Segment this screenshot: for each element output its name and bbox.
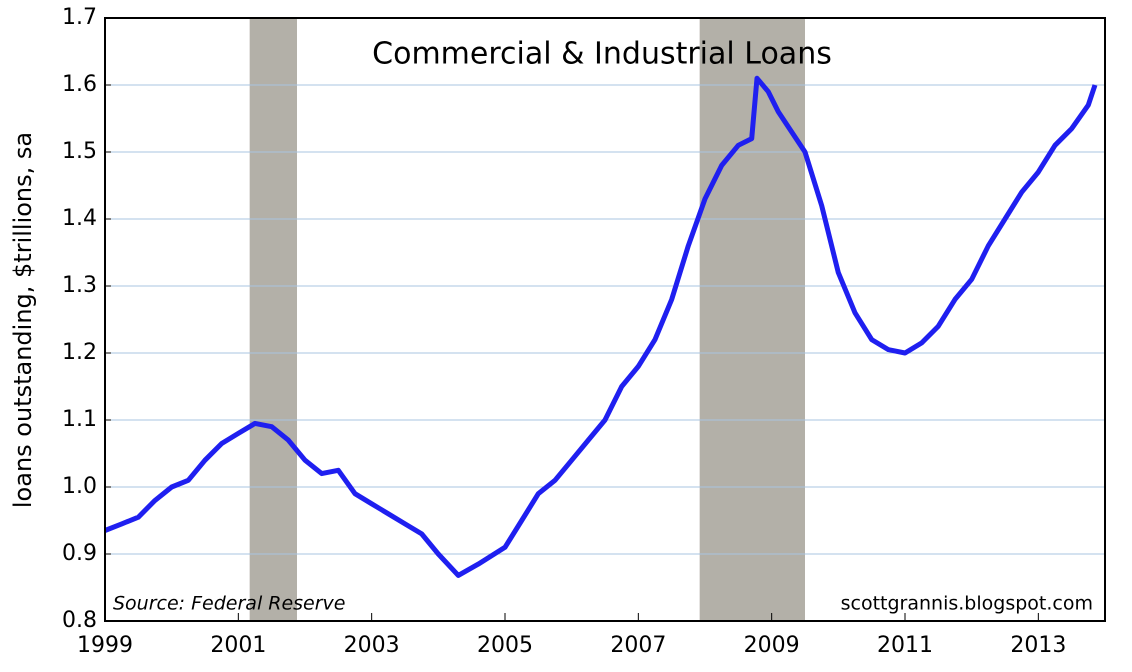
x-tick-label: 2005 bbox=[477, 633, 533, 658]
x-tick-label: 2003 bbox=[344, 633, 400, 658]
x-tick-label: 2007 bbox=[610, 633, 666, 658]
y-tick-label: 0.8 bbox=[62, 608, 97, 633]
x-tick-label: 1999 bbox=[77, 633, 133, 658]
plot-frame bbox=[104, 17, 1106, 622]
x-tick-label: 2001 bbox=[210, 633, 266, 658]
recession-band bbox=[249, 18, 297, 621]
x-tick-label: 2013 bbox=[1010, 633, 1066, 658]
y-tick-label: 1.5 bbox=[62, 139, 97, 164]
y-tick-label: 1.2 bbox=[62, 340, 97, 365]
source-note: Source: Federal Reserve bbox=[113, 593, 345, 615]
y-axis-label: loans outstanding, $trillions, sa bbox=[9, 132, 37, 508]
y-tick-label: 0.9 bbox=[62, 541, 97, 566]
line bbox=[104, 75, 1098, 578]
chart-title: Commercial & Industrial Loans bbox=[372, 37, 832, 72]
x-tick-label: 2011 bbox=[877, 633, 933, 658]
x-tick-label: 2009 bbox=[744, 633, 800, 658]
y-tick-label: 1.3 bbox=[62, 273, 97, 298]
y-tick-label: 1.0 bbox=[62, 474, 97, 499]
credit-note: scottgrannis.blogspot.com bbox=[841, 593, 1093, 615]
y-tick-label: 1.4 bbox=[62, 206, 97, 231]
y-tick-label: 1.1 bbox=[62, 407, 97, 432]
y-tick-label: 1.7 bbox=[62, 5, 97, 30]
y-tick-label: 1.6 bbox=[62, 72, 97, 97]
